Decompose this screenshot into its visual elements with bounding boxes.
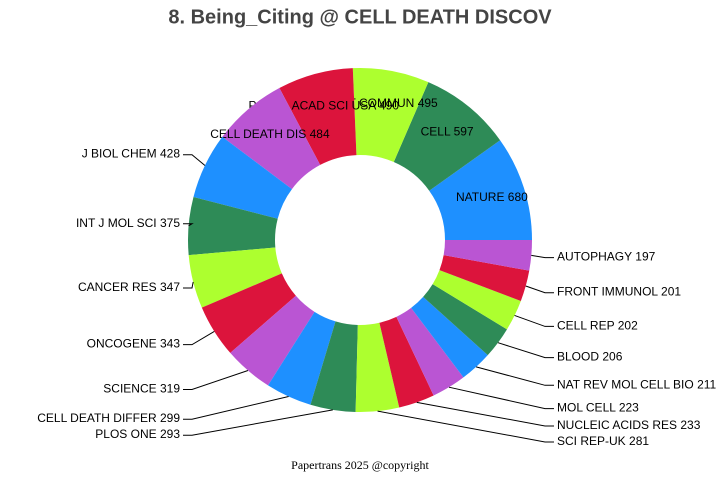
label-value: 281 — [629, 434, 649, 448]
label-value: 223 — [619, 401, 639, 415]
label-name: SCIENCE — [103, 382, 156, 396]
leader-line — [183, 370, 249, 390]
slice-label: SCI REP-UK 281 — [557, 434, 649, 448]
label-name: SCI REP-UK — [557, 434, 626, 448]
label-value: 495 — [418, 96, 438, 110]
label-value: 206 — [602, 350, 622, 364]
slice-label: NATURE 680 — [456, 190, 528, 204]
label-value: 293 — [160, 427, 180, 441]
leader-line — [497, 342, 554, 359]
label-value: 202 — [618, 319, 638, 333]
label-value: 680 — [508, 190, 528, 204]
slice — [201, 273, 296, 353]
label-value: 428 — [160, 147, 180, 161]
slice-label: CELL DEATH DIS 484 — [210, 127, 330, 141]
leader-line — [183, 223, 194, 227]
slice — [396, 307, 464, 396]
chart-title: 8. Being_Citing @ CELL DEATH DISCOV — [168, 6, 552, 28]
slice — [230, 295, 315, 386]
label-value: 201 — [661, 285, 681, 299]
label-value: 347 — [160, 280, 180, 294]
slice-label: CELL REP 202 — [557, 319, 638, 333]
slice-label: FRONT IMMUNOL 201 — [557, 285, 681, 299]
leader-line — [531, 254, 554, 259]
slice-label: BLOOD 206 — [557, 350, 623, 364]
label-value: 343 — [160, 337, 180, 351]
label-value: 597 — [454, 125, 474, 139]
slice-label: AUTOPHAGY 197 — [557, 250, 656, 264]
leader-line — [377, 410, 554, 443]
slice — [443, 240, 532, 271]
slice-label: ONCOGENE 343 — [87, 337, 181, 351]
slice — [432, 270, 521, 330]
label-name: AUTOPHAGY — [557, 250, 632, 264]
slice — [222, 88, 321, 190]
label-name: CELL DEATH DIS — [210, 127, 306, 141]
leader-line — [514, 314, 554, 327]
slice — [310, 321, 358, 412]
leader-line — [416, 401, 554, 427]
slice — [193, 136, 292, 219]
label-name: NUCLEIC ACIDS RES — [557, 418, 677, 432]
slice-label: CELL DEATH DIFFER 299 — [37, 411, 180, 425]
label-name: MOL CELL — [557, 401, 616, 415]
leader-line — [448, 386, 554, 410]
footer: Papertrans 2025 @copyright — [291, 458, 429, 472]
label-name: PLOS ONE — [95, 427, 156, 441]
label-name: CELL DEATH DIFFER — [37, 411, 157, 425]
slice — [439, 255, 530, 301]
slice-label: CANCER RES 347 — [78, 280, 180, 294]
label-name: BLOOD — [557, 350, 599, 364]
label-name: CELL REP — [557, 319, 615, 333]
leader-line — [525, 285, 554, 294]
label-value: 197 — [635, 250, 655, 264]
slice-label: MOL CELL 223 — [557, 401, 639, 415]
leader-line — [476, 366, 554, 386]
label-value: 375 — [160, 216, 180, 230]
label-name: FRONT IMMUNOL — [557, 285, 658, 299]
slice — [352, 68, 429, 162]
slice — [423, 284, 507, 356]
slice — [268, 311, 336, 405]
label-name: ONCOGENE — [87, 337, 157, 351]
slice-label: PLOS ONE 293 — [95, 427, 180, 441]
label-name: CANCER RES — [78, 280, 157, 294]
leader-line — [183, 281, 194, 289]
label-value: 211 — [697, 377, 716, 391]
label-value: 484 — [310, 127, 330, 141]
slice-label: NAT REV MOL CELL BIO 211 — [557, 377, 717, 391]
slice — [379, 316, 434, 408]
slice — [355, 322, 400, 412]
leader-line — [183, 154, 206, 166]
slice-label: CELL 597 — [421, 125, 474, 139]
slice — [411, 296, 488, 378]
label-name: NATURE — [456, 190, 504, 204]
slice-label: NUCLEIC ACIDS RES 233 — [557, 418, 701, 432]
label-name: NAT REV MOL CELL BIO — [557, 377, 694, 391]
leader-line — [183, 330, 215, 346]
leader-line — [183, 409, 333, 436]
label-name: INT J MOL SCI — [76, 216, 157, 230]
leader-line — [183, 395, 289, 420]
label-value: 490 — [379, 99, 399, 113]
label-name: J BIOL CHEM — [82, 147, 157, 161]
label-name: CELL — [421, 125, 451, 139]
slice — [187, 196, 278, 256]
slice — [429, 140, 532, 240]
label-value: 319 — [160, 382, 180, 396]
slice-label: J BIOL CHEM 428 — [82, 147, 181, 161]
slice — [188, 247, 282, 308]
slice-label: SCIENCE 319 — [103, 382, 180, 396]
slice — [393, 82, 501, 191]
slice-label: INT J MOL SCI 375 — [76, 216, 180, 230]
label-value: 299 — [160, 411, 180, 425]
slice — [279, 68, 357, 165]
label-value: 233 — [680, 418, 700, 432]
